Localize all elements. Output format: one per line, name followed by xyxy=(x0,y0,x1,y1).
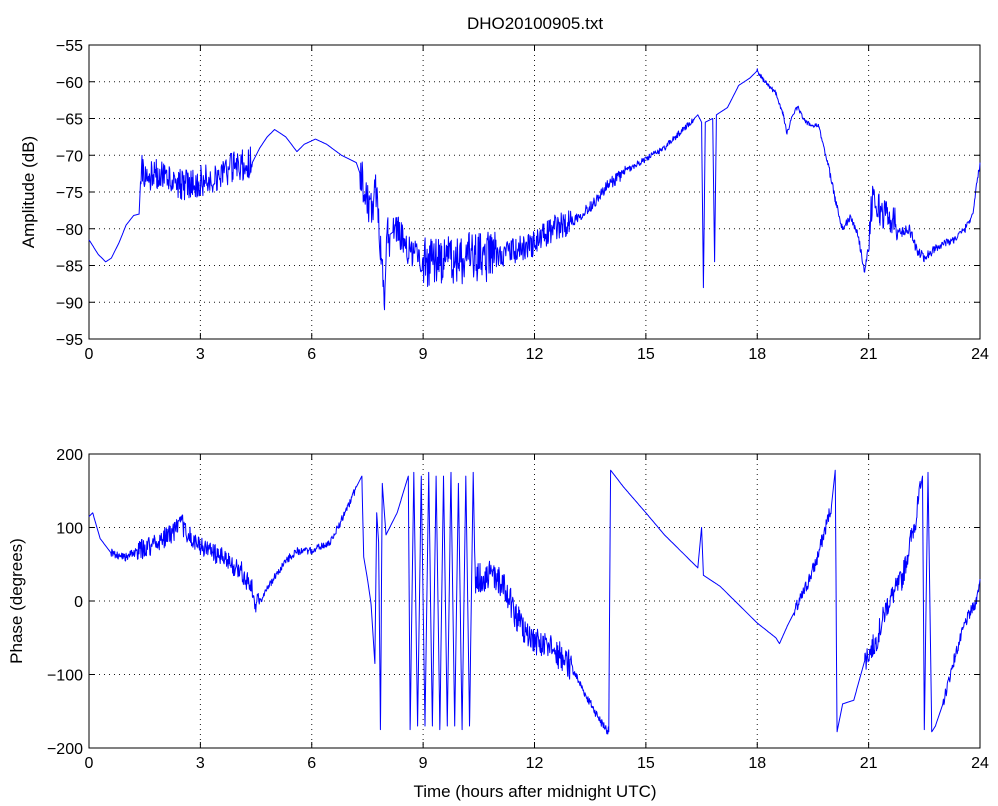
amplitude-series-line xyxy=(88,68,981,311)
amplitude-y-tick-label: −80 xyxy=(56,222,83,239)
amplitude-x-tick-label: 21 xyxy=(860,346,878,363)
amplitude-y-tick-label: −65 xyxy=(56,112,83,129)
phase-x-tick-label: 0 xyxy=(85,755,94,772)
phase-y-axis-label: Phase (degrees) xyxy=(7,538,26,664)
phase-y-tick-label: 100 xyxy=(56,521,83,538)
amplitude-x-tick-label: 9 xyxy=(419,346,428,363)
phase-y-tick-label: −200 xyxy=(47,741,83,758)
amplitude-y-tick-label: −75 xyxy=(56,185,83,202)
amplitude-y-tick-label: −55 xyxy=(56,38,83,55)
phase-x-tick-label: 21 xyxy=(860,755,878,772)
amplitude-y-tick-label: −85 xyxy=(56,259,83,276)
phase-x-tick-label: 12 xyxy=(526,755,544,772)
amplitude-ticks: 0 3 6 9 12 15 18 21 24 −95 −90 −85 −80 −75 −70 −65 −60 −5… xyxy=(56,38,989,363)
phase-x-tick-label: 24 xyxy=(971,755,989,772)
phase-series xyxy=(88,469,981,735)
amplitude-x-tick-label: 15 xyxy=(637,346,655,363)
amplitude-y-tick-label: −95 xyxy=(56,332,83,349)
amplitude-y-tick-label: −90 xyxy=(56,295,83,312)
phase-grid xyxy=(89,454,980,748)
phase-x-tick-label: 15 xyxy=(637,755,655,772)
phase-x-tick-label: 6 xyxy=(307,755,316,772)
amplitude-x-tick-label: 24 xyxy=(971,346,989,363)
amplitude-series xyxy=(88,68,981,311)
phase-x-tick-label: 18 xyxy=(748,755,766,772)
phase-series-line xyxy=(88,469,981,735)
phase-x-tick-label: 3 xyxy=(196,755,205,772)
phase-y-tick-label: 200 xyxy=(56,447,83,464)
phase-y-tick-label: −100 xyxy=(47,668,83,685)
amplitude-y-axis-label: Amplitude (dB) xyxy=(19,136,38,248)
amplitude-x-tick-label: 6 xyxy=(307,346,316,363)
amplitude-x-tick-label: 3 xyxy=(196,346,205,363)
amplitude-x-tick-label: 12 xyxy=(526,346,544,363)
amplitude-grid xyxy=(89,45,980,339)
phase-x-axis-label: Time (hours after midnight UTC) xyxy=(413,782,656,801)
phase-ticks: 0 3 6 9 12 15 18 21 24 −200 −100 0 100 200 xyxy=(47,447,989,772)
phase-x-tick-label: 9 xyxy=(419,755,428,772)
amplitude-y-tick-label: −70 xyxy=(56,148,83,165)
phase-plot: 0 3 6 9 12 15 18 21 24 −200 −100 0 100 200 Phase (deg… xyxy=(7,447,989,801)
phase-y-tick-label: 0 xyxy=(74,594,83,611)
amplitude-plot: 0 3 6 9 12 15 18 21 24 −95 −90 −85 −80 −75 −70 −65 −60 −5… xyxy=(19,38,989,363)
amplitude-y-tick-label: −60 xyxy=(56,75,83,92)
amplitude-x-tick-label: 0 xyxy=(85,346,94,363)
amplitude-x-tick-label: 18 xyxy=(748,346,766,363)
chart-title: DHO20100905.txt xyxy=(467,14,603,33)
